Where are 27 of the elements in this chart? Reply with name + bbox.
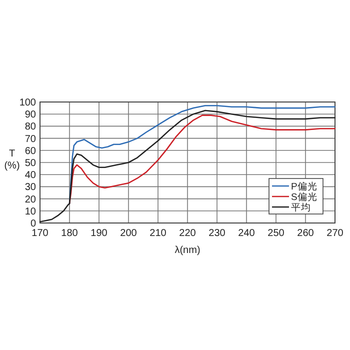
x-tick-label: 180: [61, 228, 78, 239]
x-tick-label: 190: [90, 228, 108, 239]
y-tick-label: 50: [24, 158, 36, 169]
legend-label: S偏光: [291, 191, 318, 203]
y-tick-label: 70: [24, 134, 36, 145]
x-tick-label: 230: [208, 228, 226, 239]
x-tick-label: 270: [326, 228, 344, 239]
legend-label: P偏光: [291, 180, 318, 192]
x-tick-label: 240: [238, 228, 256, 239]
x-axis-title: λ(nm): [174, 245, 200, 256]
y-tick-label: 90: [24, 110, 36, 121]
legend-label: 平均: [291, 202, 311, 214]
x-tick-label: 170: [32, 228, 49, 239]
x-tick-label: 200: [120, 228, 138, 239]
y-tick-label: 30: [24, 182, 36, 194]
y-axis-title: T (%): [4, 148, 20, 172]
x-tick-label: 220: [179, 228, 196, 239]
y-tick-label: 80: [24, 122, 36, 133]
x-tick-label: 210: [150, 228, 167, 239]
y-tick-label: 20: [24, 194, 36, 206]
x-tick-label: 250: [268, 228, 285, 239]
y-tick-label: 100: [19, 98, 36, 108]
x-tick-label: 260: [297, 228, 314, 239]
y-tick-label: 40: [24, 170, 36, 182]
y-tick-label: 10: [24, 206, 36, 218]
y-tick-label: 0: [30, 218, 36, 230]
y-tick-label: 60: [24, 146, 36, 157]
